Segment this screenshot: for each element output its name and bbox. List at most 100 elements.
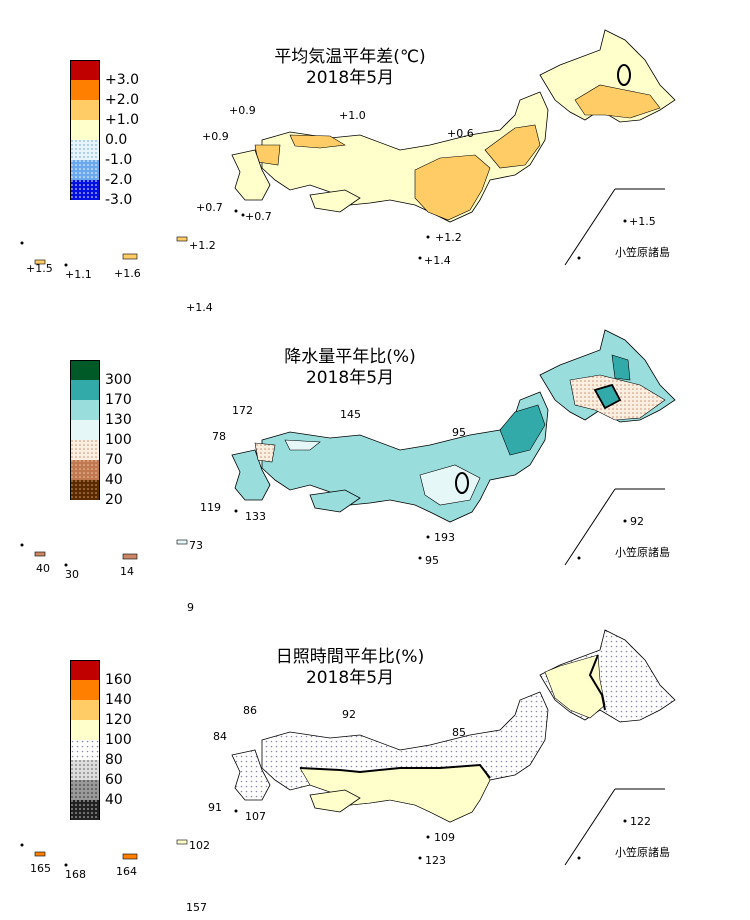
- legend-swatch: [70, 660, 100, 680]
- value-label: +1.6: [114, 267, 141, 280]
- legend-swatch: [70, 800, 100, 820]
- island-dot: [418, 556, 422, 560]
- value-label: 193: [434, 531, 455, 544]
- island-marker: [34, 851, 46, 857]
- legend-label: 40: [105, 792, 123, 808]
- island-dot: [426, 835, 430, 839]
- island-dot: [64, 263, 68, 267]
- island-marker: [34, 551, 46, 557]
- island-marker: [176, 539, 188, 545]
- legend-swatch: [70, 360, 100, 380]
- legend-label: +3.0: [105, 72, 139, 88]
- value-label: 145: [340, 408, 361, 421]
- contour-line: [455, 472, 469, 494]
- value-label: 14: [120, 565, 134, 578]
- value-label: 40: [36, 562, 50, 575]
- value-label: 102: [189, 839, 210, 852]
- bonin-inset-frame: [564, 788, 616, 866]
- legend-label: 140: [105, 692, 132, 708]
- value-label: 123: [425, 854, 446, 867]
- legend-swatch: [70, 140, 100, 160]
- legend-label: 100: [105, 432, 132, 448]
- legend-swatch: [70, 100, 100, 120]
- kyushu-region: [231, 149, 271, 201]
- legend-label: 60: [105, 772, 123, 788]
- value-label: 92: [342, 708, 356, 721]
- island-dot: [577, 856, 581, 860]
- value-label: 85: [452, 726, 466, 739]
- legend-swatch: [70, 700, 100, 720]
- legend-swatch: [70, 80, 100, 100]
- legend-label: 120: [105, 712, 132, 728]
- legend-label: -3.0: [105, 192, 133, 208]
- island-dot: [64, 863, 68, 867]
- island-dot: [418, 856, 422, 860]
- value-label: +1.5: [26, 262, 53, 275]
- island-dot: [623, 819, 627, 823]
- value-label: 109: [434, 831, 455, 844]
- contour-line: [299, 763, 491, 779]
- island-dot: [418, 256, 422, 260]
- title-line-1: 平均気温平年差(℃): [274, 47, 426, 67]
- island-dot: [20, 543, 24, 547]
- title-line-1: 降水量平年比(%): [284, 347, 416, 367]
- island-dot: [234, 209, 238, 213]
- legend-swatch: [70, 420, 100, 440]
- value-label: +1.2: [435, 231, 462, 244]
- value-label: 165: [30, 862, 51, 875]
- warm-region: [289, 134, 346, 149]
- japan-map: [20, 329, 676, 567]
- legend-label: 160: [105, 672, 132, 688]
- shikoku-region: [309, 789, 361, 813]
- legend-swatch: [70, 440, 100, 460]
- value-label: 157: [186, 901, 207, 914]
- warm-region: [484, 124, 541, 169]
- warm-region: [414, 154, 491, 221]
- island-marker: [176, 236, 188, 242]
- precipitation-panel: 降水量平年比(%) 2018年5月 300 170 130 100 70 40 …: [0, 300, 750, 613]
- legend-swatch: [70, 680, 100, 700]
- value-label: 168: [65, 868, 86, 881]
- wet-region: [499, 404, 546, 456]
- value-label: +0.6: [447, 127, 474, 140]
- shikoku-region: [309, 189, 361, 213]
- bonin-label: 小笠原諸島: [615, 246, 670, 259]
- legend-swatch: [70, 380, 100, 400]
- island-dot: [234, 509, 238, 513]
- legend-swatch: [70, 780, 100, 800]
- island-dot: [623, 519, 627, 523]
- sunshine-panel: 日照時間平年比(%) 2018年5月 160 140 120 100 80 60…: [0, 600, 750, 913]
- island-marker: [122, 253, 138, 260]
- shikoku-region: [309, 489, 361, 513]
- panel-title: 平均気温平年差(℃) 2018年5月: [220, 47, 480, 89]
- value-label: 164: [116, 865, 137, 878]
- dry-region: [254, 442, 276, 463]
- legend-label: 80: [105, 752, 123, 768]
- island-marker: [34, 259, 46, 265]
- title-line-2: 2018年5月: [305, 668, 395, 688]
- warm-region: [574, 84, 661, 119]
- value-label: +0.7: [196, 201, 223, 214]
- island-dot: [241, 213, 245, 217]
- legend-label: 20: [105, 492, 123, 508]
- legend-label: 130: [105, 412, 132, 428]
- legend-swatch: [70, 400, 100, 420]
- legend-swatch: [70, 180, 100, 200]
- bonin-inset-frame: [564, 488, 616, 566]
- value-label: +1.2: [189, 239, 216, 252]
- wet-region: [611, 354, 631, 381]
- legend-label: 170: [105, 392, 132, 408]
- island-dot: [623, 219, 627, 223]
- value-label: 122: [630, 815, 651, 828]
- panel-title: 日照時間平年比(%) 2018年5月: [220, 647, 480, 689]
- legend-label: +1.0: [105, 112, 139, 128]
- kyushu-region: [231, 749, 271, 801]
- panel-title: 降水量平年比(%) 2018年5月: [220, 347, 480, 389]
- legend-label: 300: [105, 372, 132, 388]
- value-label: +1.4: [186, 301, 213, 314]
- legend-swatch: [70, 740, 100, 760]
- value-label: 91: [208, 801, 222, 814]
- value-label: 86: [243, 704, 257, 717]
- island-dot: [577, 556, 581, 560]
- legend-swatch: [70, 760, 100, 780]
